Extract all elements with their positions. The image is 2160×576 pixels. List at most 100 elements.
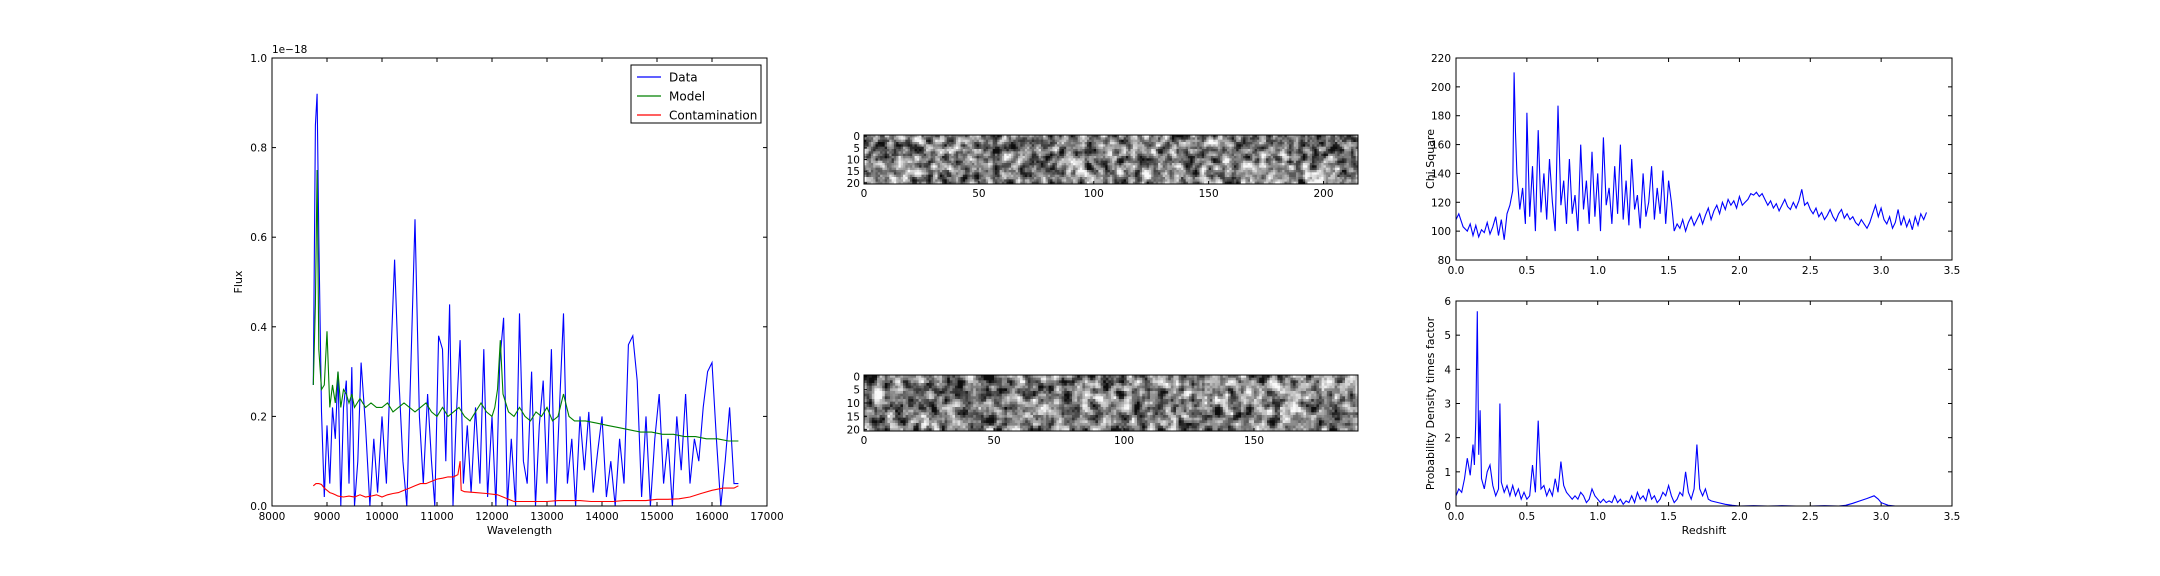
image-pixel <box>1279 174 1283 178</box>
image-pixel <box>1318 181 1322 185</box>
y-tick-label: 10 <box>847 155 860 167</box>
image-pixel <box>928 144 932 148</box>
image-pixel <box>1011 156 1014 159</box>
image-pixel <box>1181 153 1184 157</box>
image-pixel <box>962 181 966 185</box>
image-pixel <box>1137 165 1141 169</box>
image-pixel <box>1144 156 1148 159</box>
image-pixel <box>905 165 909 169</box>
image-pixel <box>994 153 998 157</box>
image-pixel <box>1036 135 1040 138</box>
image-pixel <box>1015 149 1019 152</box>
image-pixel <box>1204 174 1207 178</box>
image-pixel <box>1079 174 1083 178</box>
image-pixel <box>1316 156 1320 159</box>
image-pixel <box>990 158 994 162</box>
image-pixel <box>1275 181 1278 185</box>
image-pixel <box>877 160 881 164</box>
image-pixel <box>1024 146 1028 150</box>
image-pixel <box>1206 179 1210 183</box>
image-pixel <box>1210 144 1214 148</box>
image-pixel <box>875 160 879 164</box>
image-pixel <box>953 146 957 150</box>
image-pixel <box>951 174 955 178</box>
image-pixel <box>985 146 989 150</box>
image-pixel <box>1220 377 1224 381</box>
image-pixel <box>1325 177 1329 180</box>
image-pixel <box>891 144 895 148</box>
image-pixel <box>1068 151 1072 155</box>
image-pixel <box>981 146 984 150</box>
image-pixel <box>997 151 1000 155</box>
image-pixel <box>889 146 892 150</box>
image-pixel <box>1150 377 1153 381</box>
image-pixel <box>1054 177 1058 180</box>
image-pixel <box>1001 172 1005 176</box>
image-pixel <box>937 172 941 176</box>
image-pixel <box>1192 137 1196 141</box>
image-pixel <box>1194 144 1198 148</box>
image-pixel <box>1096 151 1099 155</box>
image-pixel <box>1102 167 1106 171</box>
image-pixel <box>1204 167 1207 171</box>
image-pixel <box>1084 179 1088 183</box>
image-pixel <box>942 174 945 178</box>
image-pixel <box>1266 181 1269 185</box>
image-pixel <box>1247 142 1251 145</box>
image-pixel <box>1137 158 1141 162</box>
image-pixel <box>1201 158 1205 162</box>
image-pixel <box>1074 377 1078 381</box>
image-pixel <box>1153 165 1157 169</box>
image-pixel <box>1105 149 1108 152</box>
image-pixel <box>921 144 925 148</box>
image-pixel <box>1316 137 1320 141</box>
image-pixel <box>919 181 922 185</box>
image-pixel <box>1038 158 1042 162</box>
image-pixel <box>949 153 952 157</box>
image-pixel <box>1337 142 1341 145</box>
image-pixel <box>967 170 971 173</box>
image-pixel <box>1008 153 1012 157</box>
image-pixel <box>985 160 989 164</box>
image-pixel <box>935 146 938 150</box>
image-pixel <box>1231 174 1235 178</box>
image-pixel <box>1153 156 1157 159</box>
image-pixel <box>923 146 927 150</box>
image-pixel <box>870 170 874 173</box>
image-pixel <box>1031 177 1035 180</box>
image-pixel <box>1125 144 1129 148</box>
image-pixel <box>907 172 911 176</box>
image-pixel <box>1165 139 1168 143</box>
image-pixel <box>1027 179 1030 183</box>
image-pixel <box>926 151 929 155</box>
image-pixel <box>990 177 994 180</box>
image-pixel <box>1298 137 1301 141</box>
image-pixel <box>1250 139 1253 143</box>
image-pixel <box>1293 142 1297 145</box>
image-pixel <box>1158 139 1161 143</box>
image-pixel <box>1199 165 1203 169</box>
image-pixel <box>1068 174 1072 178</box>
image-pixel <box>1107 174 1111 178</box>
image-pixel <box>1130 146 1134 150</box>
image-pixel <box>1135 146 1138 150</box>
image-pixel <box>1231 160 1235 164</box>
image-pixel <box>935 181 938 185</box>
image-pixel <box>1206 172 1210 176</box>
image-pixel <box>886 144 890 148</box>
image-pixel <box>1052 167 1056 171</box>
image-pixel <box>1330 160 1334 164</box>
image-pixel <box>1230 377 1234 381</box>
image-pixel <box>1040 146 1044 150</box>
image-pixel <box>1300 142 1304 145</box>
image-pixel <box>1030 377 1034 381</box>
image-pixel <box>1181 158 1184 162</box>
image-pixel <box>882 174 886 178</box>
image-pixel <box>988 177 991 180</box>
image-pixel <box>1031 135 1035 138</box>
image-pixel <box>907 142 911 145</box>
image-pixel <box>1220 153 1223 157</box>
image-pixel <box>1229 151 1233 155</box>
image-pixel <box>882 137 886 141</box>
image-pixel <box>1213 172 1216 176</box>
